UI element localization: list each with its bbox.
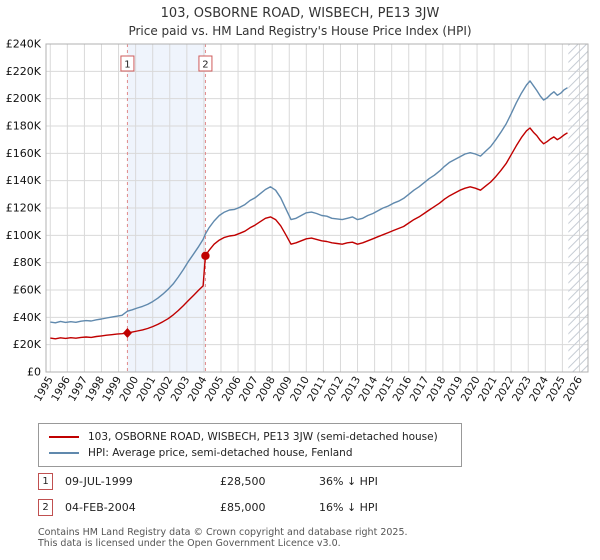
- svg-text:£80K: £80K: [13, 256, 42, 269]
- legend-item-hpi: HPI: Average price, semi-detached house,…: [49, 445, 451, 461]
- price-history-chart: 1 2 £0 £20K £40K £60K £80K £100K £120K £140K £160K…: [6, 38, 589, 404]
- svg-text:£40K: £40K: [13, 311, 42, 324]
- legend-item-price-paid: 103, OSBORNE ROAD, WISBECH, PE13 3JW (se…: [49, 429, 451, 445]
- future-hatch-band: [568, 44, 588, 372]
- license-footer: Contains HM Land Registry data © Crown c…: [38, 527, 408, 549]
- transaction-price: £28,500: [220, 475, 266, 488]
- svg-text:£20K: £20K: [13, 338, 42, 351]
- transaction-vs-hpi: 36% ↓ HPI: [319, 475, 378, 488]
- y-axis-labels: £0 £20K £40K £60K £80K £100K £120K £140K £160K £1…: [6, 38, 42, 379]
- svg-text:£160K: £160K: [6, 147, 42, 160]
- legend-label: HPI: Average price, semi-detached house,…: [88, 447, 353, 459]
- transaction-price: £85,000: [220, 501, 266, 514]
- price-paid-line-swatch: [49, 436, 79, 438]
- transaction-date: 09-JUL-1999: [65, 475, 133, 488]
- grid: [46, 43, 588, 373]
- svg-text:£240K: £240K: [6, 38, 42, 51]
- transaction-row: 1 09-JUL-1999 £28,500 36% ↓ HPI: [38, 473, 478, 490]
- svg-text:£60K: £60K: [13, 284, 42, 297]
- svg-text:£0: £0: [27, 366, 41, 379]
- svg-text:2026: 2026: [561, 374, 585, 403]
- footer-line-2: This data is licensed under the Open Gov…: [38, 538, 341, 549]
- transaction-date: 04-FEB-2004: [65, 501, 136, 514]
- sale-marker-2: [201, 251, 210, 261]
- transaction-vs-hpi: 16% ↓ HPI: [319, 501, 378, 514]
- chart-legend: 103, OSBORNE ROAD, WISBECH, PE13 3JW (se…: [38, 423, 462, 467]
- svg-text:£220K: £220K: [6, 65, 42, 78]
- hpi-line: [50, 80, 568, 324]
- svg-text:£180K: £180K: [6, 120, 42, 133]
- sale-marker-1: [122, 328, 132, 339]
- page-subtitle: Price paid vs. HM Land Registry's House …: [128, 24, 472, 38]
- transaction-number-badge: 2: [38, 499, 53, 516]
- svg-text:2: 2: [202, 60, 208, 71]
- legend-label: 103, OSBORNE ROAD, WISBECH, PE13 3JW (se…: [88, 431, 438, 443]
- svg-text:£120K: £120K: [6, 202, 42, 215]
- sale-flag-2: 2: [198, 55, 213, 72]
- page-title: 103, OSBORNE ROAD, WISBECH, PE13 3JW: [160, 6, 440, 21]
- transaction-number-badge: 1: [38, 473, 53, 490]
- sale-flag-1: 1: [120, 55, 135, 72]
- svg-text:£100K: £100K: [6, 229, 42, 242]
- svg-text:£200K: £200K: [6, 92, 42, 105]
- transaction-row: 2 04-FEB-2004 £85,000 16% ↓ HPI: [38, 499, 478, 516]
- price-paid-line: [50, 127, 568, 340]
- sale-date-lines: [126, 44, 206, 372]
- footer-line-1: Contains HM Land Registry data © Crown c…: [38, 527, 408, 538]
- svg-text:1: 1: [124, 60, 130, 71]
- plot-border: [45, 43, 589, 373]
- svg-text:£140K: £140K: [6, 174, 42, 187]
- hpi-line-swatch: [49, 452, 79, 454]
- x-axis-labels: 1995199619971998199920002001200220032004…: [32, 374, 585, 403]
